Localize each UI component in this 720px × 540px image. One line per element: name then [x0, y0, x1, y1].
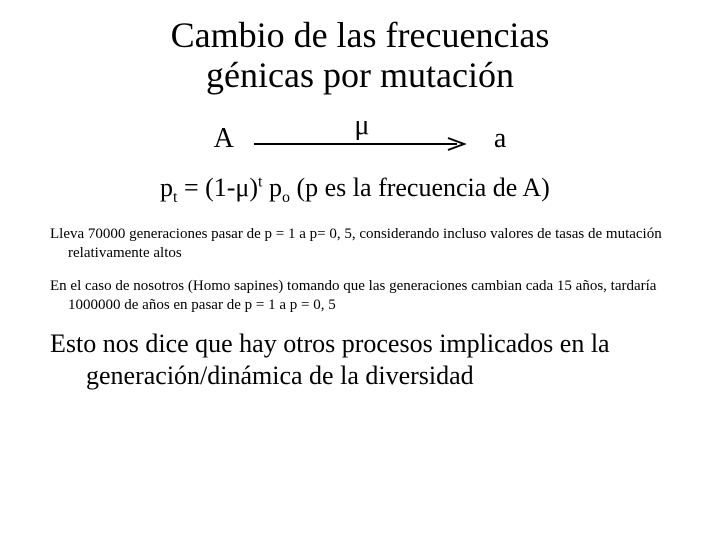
allele-A-label: A: [214, 123, 234, 155]
title-line-2: génicas por mutación: [206, 55, 514, 95]
paragraph-homo-sapiens: En el caso de nosotros (Homo sapines) to…: [50, 277, 670, 315]
paragraph-conclusion: Esto nos dice que hay otros procesos imp…: [50, 328, 670, 390]
title-line-1: Cambio de las frecuencias: [171, 15, 550, 55]
formula-exp-t: t: [258, 174, 262, 191]
formula-eq: = (1-μ): [184, 173, 258, 202]
formula-pt-base: p: [160, 173, 173, 202]
allele-a-label: a: [494, 123, 506, 155]
formula-note: (p es la frecuencia de A): [296, 173, 549, 202]
formula-pt-sub: t: [173, 189, 177, 206]
arrow-icon: [252, 136, 472, 152]
formula-po-sub: o: [282, 189, 290, 206]
slide-title: Cambio de las frecuencias génicas por mu…: [40, 16, 680, 95]
formula-row: pt = (1-μ)t po (p es la frecuencia de A): [160, 173, 680, 207]
paragraph-generations: Lleva 70000 generaciones pasar de p = 1 …: [50, 225, 670, 263]
mutation-arrow-row: A μ a: [40, 109, 680, 155]
slide-container: Cambio de las frecuencias génicas por mu…: [0, 0, 720, 540]
formula-po-base: p: [269, 173, 282, 202]
arrow-stack: μ: [252, 112, 472, 152]
